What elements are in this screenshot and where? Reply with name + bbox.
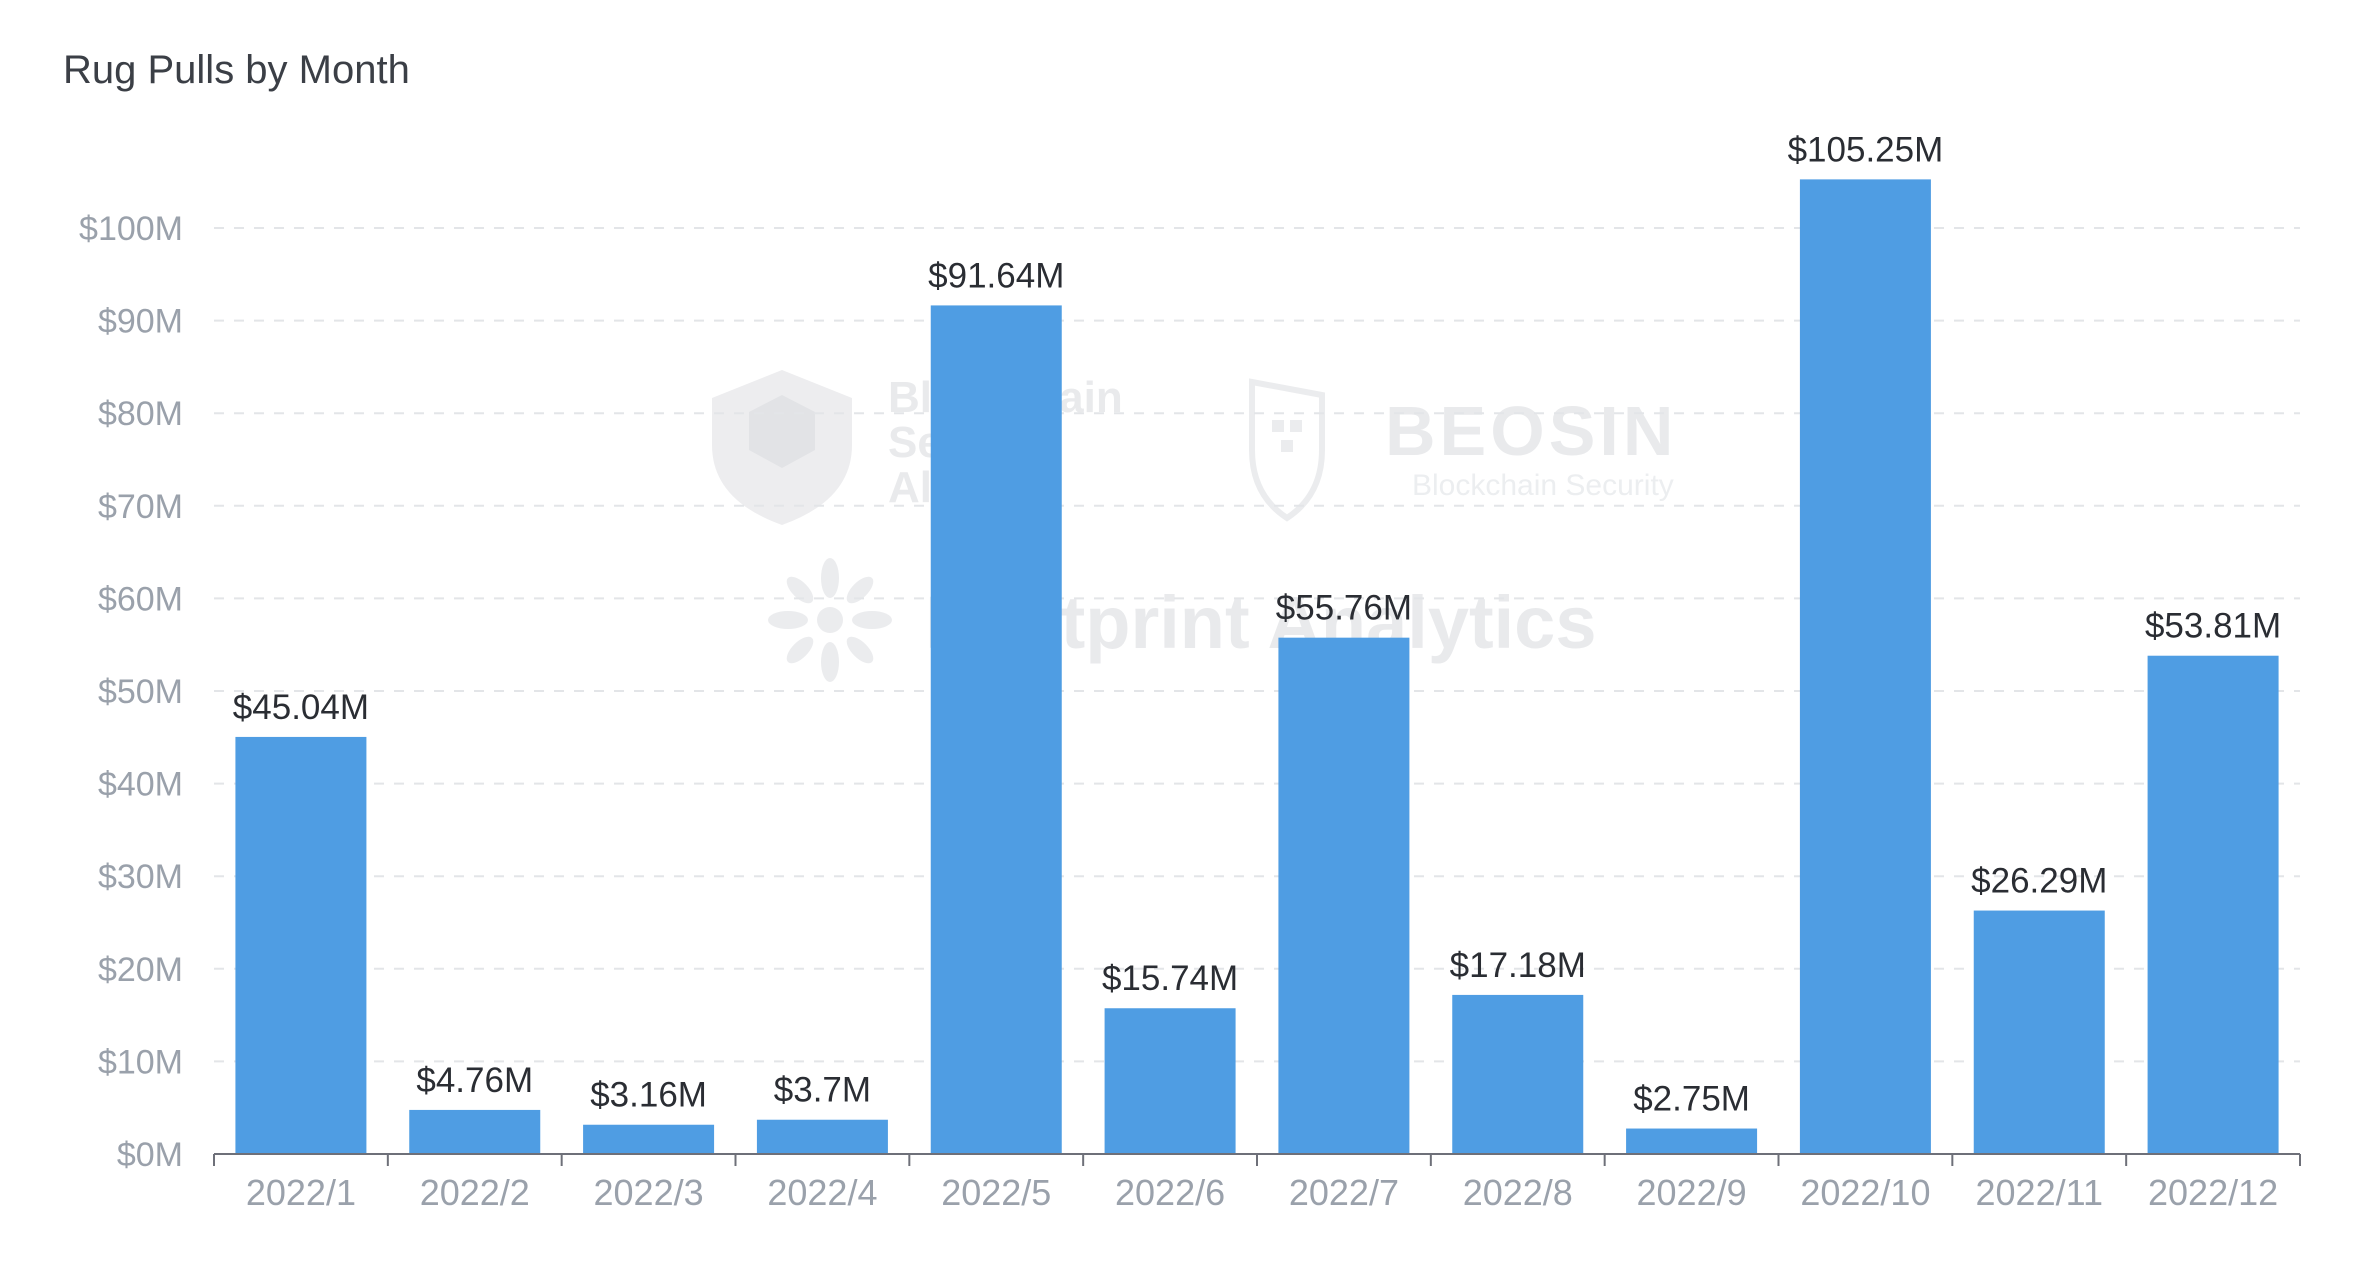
- x-tick-label: 2022/6: [1115, 1172, 1225, 1213]
- grid-layer: [214, 227, 2300, 1063]
- y-tick-label: $10M: [98, 1043, 183, 1081]
- data-label: $45.04M: [233, 688, 369, 727]
- data-label: $17.18M: [1450, 946, 1586, 985]
- y-tick-label: $0M: [117, 1136, 183, 1174]
- y-tick-label: $30M: [98, 858, 183, 896]
- axis-layer: $0M $10M $20M $30M $40M $50M $60M $70M $80M $90M $…: [79, 210, 2301, 1213]
- x-tick-label: 2022/8: [1463, 1172, 1573, 1213]
- data-label: $3.7M: [774, 1071, 871, 1110]
- bar: [756, 1119, 888, 1154]
- y-tick-label: $80M: [98, 395, 183, 433]
- x-tick-label: 2022/1: [246, 1172, 356, 1213]
- bar: [1452, 994, 1584, 1154]
- bar: [1104, 1008, 1236, 1154]
- watermark-layer: Blockchain Security Alliance BEOSIN Bloc…: [712, 370, 1677, 682]
- bar: [235, 736, 367, 1154]
- y-tick-label: $90M: [98, 303, 183, 341]
- data-label: $55.76M: [1276, 589, 1412, 628]
- bars-layer: [235, 179, 2279, 1155]
- x-tick-label: 2022/3: [594, 1172, 704, 1213]
- data-label: $91.64M: [928, 256, 1064, 295]
- bar: [2147, 655, 2279, 1154]
- data-label: $26.29M: [1971, 862, 2107, 901]
- x-tick-label: 2022/9: [1637, 1172, 1747, 1213]
- watermark-beosin-sub: Blockchain Security: [1412, 469, 1674, 502]
- x-tick-label: 2022/2: [420, 1172, 530, 1213]
- data-labels-layer: $45.04M $4.76M $3.16M $3.7M $91.64M $15.74M $5…: [233, 130, 2281, 1118]
- data-label: $3.16M: [590, 1076, 707, 1115]
- y-tick-label: $20M: [98, 951, 183, 989]
- x-tick-label: 2022/5: [941, 1172, 1051, 1213]
- x-tick-label: 2022/4: [767, 1172, 877, 1213]
- footprint-flower-icon: [768, 558, 892, 682]
- bar: [1799, 179, 1931, 1154]
- y-tick-label: $60M: [98, 580, 183, 618]
- chart-title: Rug Pulls by Month: [63, 48, 410, 92]
- data-label: $15.74M: [1102, 959, 1238, 998]
- y-tick-label: $70M: [98, 488, 183, 526]
- watermark-beosin: BEOSIN: [1385, 392, 1677, 470]
- data-label: $4.76M: [416, 1061, 533, 1100]
- data-label: $53.81M: [2145, 607, 2281, 646]
- bar: [409, 1109, 541, 1154]
- y-tick-label: $100M: [79, 210, 183, 248]
- data-label: $2.75M: [1633, 1080, 1750, 1119]
- data-label: $105.25M: [1788, 130, 1944, 169]
- bar: [930, 305, 1062, 1155]
- bar: [583, 1124, 715, 1154]
- bar: [1626, 1128, 1758, 1154]
- y-tick-label: $50M: [98, 673, 183, 711]
- bar: [1278, 637, 1410, 1154]
- x-tick-label: 2022/10: [1800, 1172, 1930, 1213]
- x-tick-label: 2022/7: [1289, 1172, 1399, 1213]
- bar: [1973, 910, 2105, 1154]
- beosin-shield-icon: [1249, 378, 1325, 522]
- y-tick-label: $40M: [98, 766, 183, 804]
- bsa-shield-icon: [712, 370, 852, 525]
- x-tick-label: 2022/11: [1976, 1172, 2103, 1213]
- x-tick-label: 2022/12: [2148, 1172, 2278, 1213]
